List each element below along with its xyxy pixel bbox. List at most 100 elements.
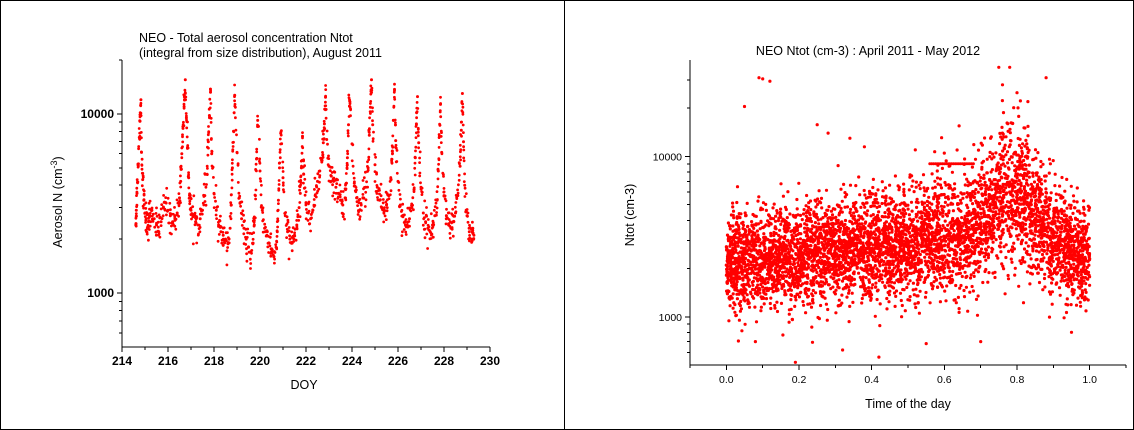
data-point: [1071, 211, 1075, 215]
data-point: [310, 211, 314, 214]
data-point: [842, 182, 846, 186]
data-point: [164, 196, 168, 200]
data-point: [369, 84, 373, 88]
data-point: [303, 177, 307, 181]
data-point: [1026, 183, 1030, 187]
data-point: [347, 93, 351, 97]
data-point: [963, 237, 967, 241]
data-point: [464, 192, 468, 196]
data-point: [965, 211, 969, 215]
data-point: [234, 128, 238, 132]
data-point: [205, 164, 209, 168]
data-point: [317, 169, 321, 173]
data-point: [313, 176, 317, 180]
data-point: [993, 275, 997, 280]
data-point: [1027, 175, 1031, 179]
data-point: [893, 174, 898, 178]
data-point: [1005, 200, 1010, 204]
data-point: [277, 179, 281, 182]
data-point: [918, 289, 922, 293]
data-point: [334, 191, 338, 195]
data-point: [916, 201, 920, 205]
data-point: [250, 249, 254, 252]
data-point: [1081, 249, 1085, 253]
data-point: [296, 215, 300, 219]
data-point: [914, 215, 918, 219]
data-point: [268, 235, 272, 239]
data-point: [935, 285, 940, 289]
data-point: [1040, 182, 1044, 186]
data-point: [882, 234, 886, 238]
data-point: [756, 267, 760, 271]
data-point: [321, 151, 324, 154]
data-point: [368, 127, 371, 131]
data-point: [267, 251, 270, 254]
data-point: [756, 222, 761, 226]
data-point: [228, 226, 232, 230]
data-point: [987, 271, 991, 275]
data-point: [834, 247, 839, 251]
data-point: [804, 286, 808, 291]
data-point: [900, 303, 904, 308]
data-point: [978, 260, 982, 264]
data-point: [1016, 182, 1020, 186]
data-point: [185, 126, 189, 130]
data-point: [150, 209, 153, 213]
data-point: [804, 211, 808, 215]
data-point: [1045, 252, 1049, 256]
data-point: [923, 233, 928, 237]
data-point: [340, 199, 344, 203]
data-point: [1018, 99, 1023, 103]
data-point: [431, 221, 435, 225]
data-point: [180, 152, 184, 156]
data-point: [466, 220, 470, 224]
data-point: [281, 176, 285, 180]
data-point: [951, 278, 955, 282]
data-point: [389, 176, 393, 179]
data-point: [189, 197, 193, 201]
data-point: [423, 199, 427, 203]
data-point: [914, 212, 918, 216]
data-point: [975, 313, 980, 317]
data-point: [280, 142, 284, 146]
data-point: [147, 201, 151, 205]
data-point: [969, 196, 973, 200]
data-point: [335, 200, 339, 204]
data-point: [923, 295, 928, 299]
data-point: [849, 207, 853, 211]
data-point: [914, 185, 918, 189]
data-point: [230, 168, 234, 172]
data-point: [299, 181, 303, 184]
data-point: [426, 223, 430, 227]
data-point: [921, 233, 925, 237]
data-point: [942, 270, 946, 274]
data-point: [774, 231, 778, 236]
data-point: [439, 115, 443, 119]
data-point: [344, 198, 348, 202]
data-point: [938, 211, 943, 215]
data-point: [943, 180, 947, 185]
data-point: [393, 97, 397, 101]
data-point: [847, 291, 851, 295]
data-point: [302, 172, 305, 176]
data-point: [181, 140, 185, 144]
data-point: [436, 167, 440, 171]
data-point: [225, 239, 228, 243]
data-point: [754, 320, 759, 324]
data-point: [413, 173, 417, 177]
data-point: [365, 180, 368, 184]
data-point: [1049, 191, 1053, 195]
data-point: [303, 164, 306, 168]
data-point: [195, 215, 198, 218]
data-point: [995, 165, 1000, 169]
data-point: [988, 177, 992, 182]
data-point: [257, 125, 260, 128]
data-point: [745, 225, 750, 229]
data-point: [1044, 187, 1048, 191]
data-point: [1082, 211, 1086, 215]
data-point: [352, 176, 356, 180]
data-point: [793, 304, 797, 308]
data-point: [1063, 189, 1067, 193]
data-point: [180, 156, 184, 160]
